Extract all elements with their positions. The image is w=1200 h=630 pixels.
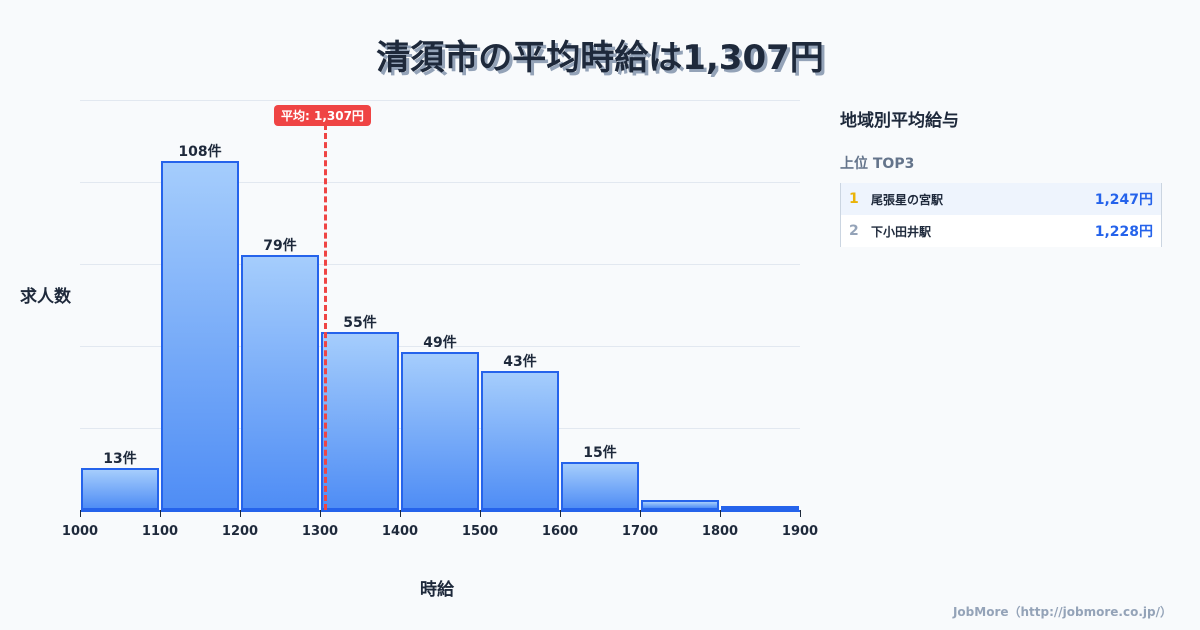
histogram-bar <box>721 506 799 510</box>
x-axis-label: 時給 <box>420 580 454 600</box>
histogram-bar <box>161 161 239 510</box>
gridline <box>80 100 800 101</box>
bar-value-label: 79件 <box>263 237 297 254</box>
histogram-bar <box>241 254 319 510</box>
x-tick <box>800 510 801 517</box>
x-tick <box>640 510 641 517</box>
x-tick <box>240 510 241 517</box>
panel-subtitle: 上位 TOP3 <box>840 156 915 172</box>
rank-row: 2 下小田井駅 1,228円 <box>841 215 1161 247</box>
histogram-bar <box>81 467 159 510</box>
x-tick <box>720 510 721 517</box>
rank-list: 1 尾張星の宮駅 1,247円 2 下小田井駅 1,228円 <box>840 183 1162 247</box>
x-tick-label: 1500 <box>461 524 499 539</box>
histogram-bar <box>561 461 639 510</box>
x-tick-label: 1200 <box>221 524 259 539</box>
bar-value-label: 55件 <box>343 315 377 332</box>
rank-number: 1 <box>849 191 859 207</box>
x-tick-label: 1600 <box>541 524 579 539</box>
gridline <box>80 182 800 183</box>
mean-badge: 平均: 1,307円 <box>274 105 371 126</box>
x-tick-label: 1000 <box>61 524 99 539</box>
page-title: 清須市の平均時給は1,307円 <box>376 38 824 78</box>
bar-value-label: 13件 <box>103 450 137 467</box>
station-name: 尾張星の宮駅 <box>871 192 944 207</box>
histogram-bar <box>321 332 399 510</box>
x-tick <box>80 510 81 517</box>
bar-value-label: 49件 <box>423 334 457 351</box>
average-wage: 1,228円 <box>1094 224 1153 240</box>
x-tick <box>400 510 401 517</box>
x-tick-label: 1100 <box>141 524 179 539</box>
mean-line <box>324 124 327 510</box>
gridline <box>80 346 800 347</box>
rank-number: 2 <box>849 223 859 239</box>
histogram-bar <box>481 371 559 510</box>
histogram-bar <box>641 500 719 510</box>
gridline <box>80 264 800 265</box>
x-tick-label: 1700 <box>621 524 659 539</box>
x-axis <box>80 510 800 512</box>
x-tick <box>320 510 321 517</box>
histogram-chart: 13件 108件 79件 55件 49件 43件 15件 1000 1100 1200 1300 1… <box>20 100 819 600</box>
regional-salary-panel: 地域別平均給与 上位 TOP3 1 尾張星の宮駅 1,247円 2 下小田井駅 … <box>840 100 1162 247</box>
rank-row: 1 尾張星の宮駅 1,247円 <box>841 183 1161 215</box>
x-tick-label: 1300 <box>301 524 339 539</box>
bar-value-label: 108件 <box>178 144 222 160</box>
bar-value-label: 15件 <box>583 444 617 461</box>
average-wage: 1,247円 <box>1094 192 1153 208</box>
x-tick <box>560 510 561 517</box>
x-tick-label: 1400 <box>381 524 419 539</box>
y-axis-label: 求人数 <box>20 287 71 307</box>
histogram-bar <box>401 351 479 510</box>
station-name: 下小田井駅 <box>871 224 932 239</box>
x-tick-label: 1800 <box>701 524 739 539</box>
footer-credit: JobMore（http://jobmore.co.jp/） <box>952 605 1172 619</box>
x-tick-label: 1900 <box>781 524 819 539</box>
x-tick <box>480 510 481 517</box>
panel-title: 地域別平均給与 <box>840 111 959 131</box>
bar-value-label: 43件 <box>503 354 537 371</box>
x-tick <box>160 510 161 517</box>
